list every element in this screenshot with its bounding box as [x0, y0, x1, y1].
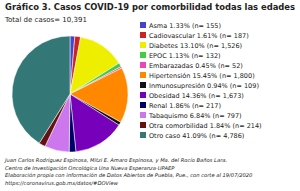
legend-label: Embarazadas 0.45% (n= 52) [149, 62, 243, 70]
legend-swatch [140, 102, 146, 108]
title: Gráfico 3. Casos COVID-19 por comorbilid… [5, 2, 295, 12]
legend-label: Inmunosupresión 0.94% (n= 109) [149, 82, 259, 90]
legend-label: Otra comorbilidad 1.84% (n= 214) [149, 122, 262, 130]
legend: Asma 1.33% (n= 155) Cadiovascular 1.61% (… [140, 22, 262, 140]
pie-slice [70, 94, 119, 152]
legend-swatch [140, 22, 146, 28]
pie-slice [69, 94, 76, 152]
footer-note: Centro de Investigación Oncológica Una N… [5, 165, 175, 172]
legend-swatch [140, 132, 146, 138]
legend-label: Renal 1.86% (n= 217) [149, 102, 221, 110]
legend-label: Cadiovascular 1.61% (n= 187) [149, 32, 249, 40]
legend-swatch [140, 52, 146, 58]
legend-swatch [140, 82, 146, 88]
total-label: Total de casos= 10,391 [4, 16, 87, 24]
legend-swatch [140, 112, 146, 118]
chart: Gráfico 3. Casos COVID-19 por comorbilid… [0, 0, 300, 191]
legend-label: Tabaquismo 6.84% (n= 797) [148, 112, 242, 120]
legend-swatch [140, 62, 146, 68]
legend-swatch [140, 32, 146, 38]
legend-label: Asma 1.33% (n= 155) [149, 22, 221, 30]
legend-label: Diabetes 13.10% (n= 1,526) [149, 42, 242, 50]
legend-swatch [140, 42, 146, 48]
footer-note: https://coronavirus.gob.mx/datos/#DOView [5, 180, 119, 187]
legend-label: Hipertensión 15.45% (n= 1,800) [149, 72, 255, 80]
legend-swatch [140, 122, 146, 128]
legend-label: EPOC 1.13% (n= 132) [149, 52, 221, 60]
footer-note: Elaboración propia con información de Da… [5, 172, 253, 179]
pie [12, 36, 128, 152]
pie-slice [12, 36, 70, 143]
legend-swatch [140, 92, 146, 98]
legend-label: Otro caso 41.09% (n= 4,786) [149, 132, 244, 140]
legend-swatch [140, 72, 146, 78]
legend-label: Obesidad 14.36% (n= 1,673) [149, 92, 244, 100]
footer-note: Juan Carlos Rodríguez Espinosa, Mitzi E.… [4, 157, 227, 164]
